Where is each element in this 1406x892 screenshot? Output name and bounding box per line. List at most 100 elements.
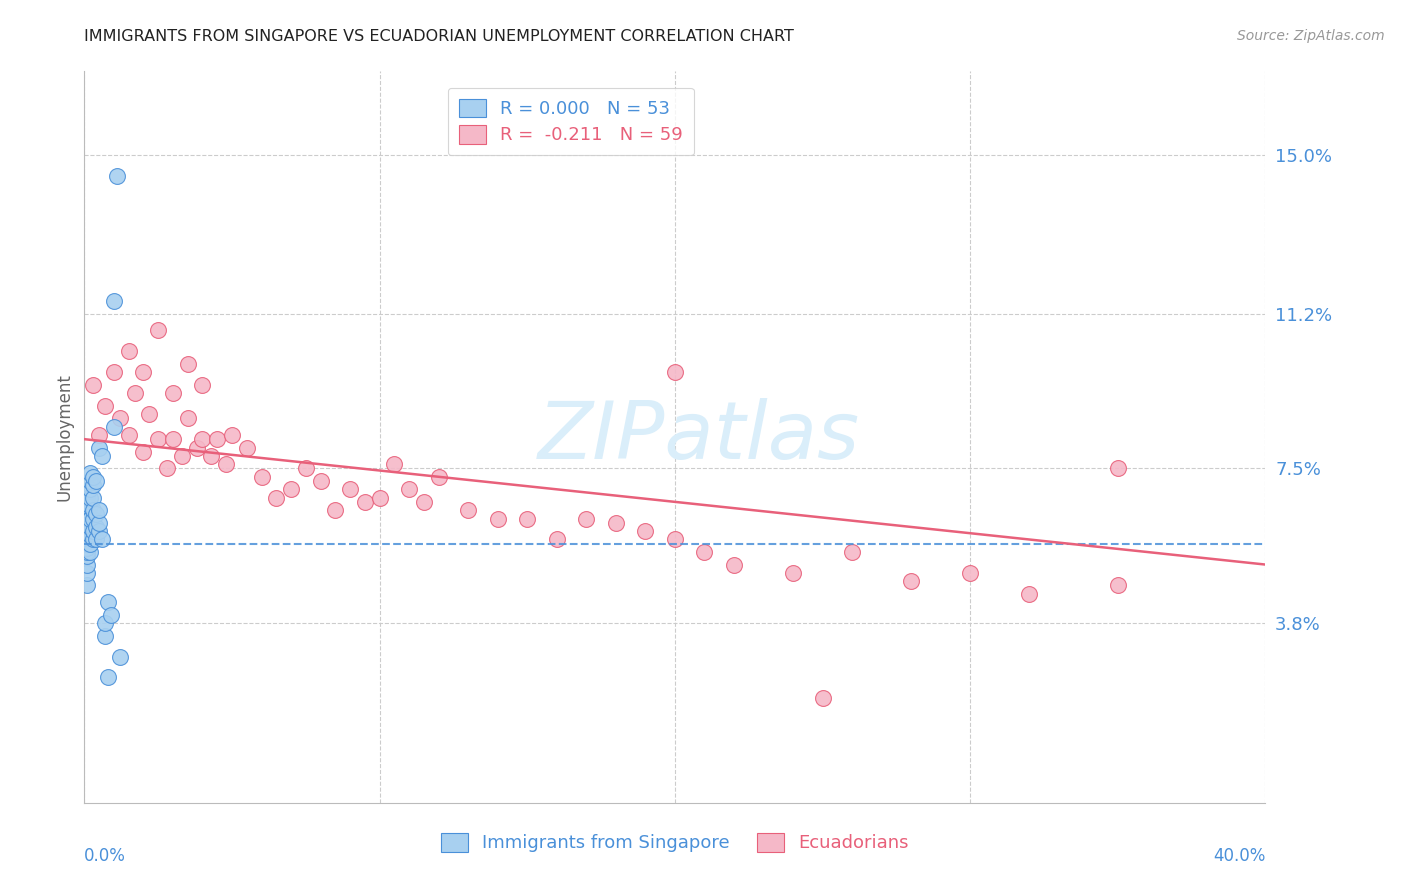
Point <box>79 511 101 525</box>
Point <box>76 536 98 550</box>
Point <box>200 449 222 463</box>
Point <box>82 511 104 525</box>
Point <box>82 524 104 538</box>
Point <box>693 545 716 559</box>
Point <box>1018 587 1040 601</box>
Point <box>295 461 318 475</box>
Point <box>79 545 101 559</box>
Point <box>162 386 184 401</box>
Point <box>325 503 347 517</box>
Point <box>664 365 686 379</box>
Point <box>221 428 243 442</box>
Point <box>82 377 104 392</box>
Point <box>76 508 98 522</box>
Point <box>605 516 627 530</box>
Point <box>79 528 101 542</box>
Point <box>575 511 598 525</box>
Point <box>82 491 104 505</box>
Point <box>1107 578 1129 592</box>
Point <box>76 558 98 572</box>
Point <box>148 324 170 338</box>
Point <box>91 449 114 463</box>
Point <box>79 474 101 488</box>
Point <box>103 419 125 434</box>
Point <box>91 533 114 547</box>
Point <box>76 524 98 538</box>
Point <box>382 457 406 471</box>
Point <box>250 470 273 484</box>
Point <box>354 495 377 509</box>
Point <box>132 365 155 379</box>
Point <box>82 478 104 492</box>
Point <box>82 503 104 517</box>
Point <box>76 499 98 513</box>
Point <box>959 566 981 580</box>
Point <box>76 533 98 547</box>
Point <box>148 432 170 446</box>
Legend: Immigrants from Singapore, Ecuadorians: Immigrants from Singapore, Ecuadorians <box>433 826 917 860</box>
Point <box>79 483 101 497</box>
Point <box>177 411 200 425</box>
Point <box>811 691 834 706</box>
Point <box>118 344 141 359</box>
Point <box>900 574 922 589</box>
Point <box>76 503 98 517</box>
Point <box>100 607 122 622</box>
Point <box>76 578 98 592</box>
Point <box>398 483 420 497</box>
Point <box>266 491 288 505</box>
Point <box>84 520 107 534</box>
Point <box>87 516 111 530</box>
Point <box>76 566 98 580</box>
Point <box>170 449 193 463</box>
Point <box>87 503 111 517</box>
Point <box>87 524 111 538</box>
Point <box>841 545 863 559</box>
Point <box>162 432 184 446</box>
Point <box>76 545 98 559</box>
Point <box>79 520 101 534</box>
Point <box>79 536 101 550</box>
Text: IMMIGRANTS FROM SINGAPORE VS ECUADORIAN UNEMPLOYMENT CORRELATION CHART: IMMIGRANTS FROM SINGAPORE VS ECUADORIAN … <box>84 29 794 44</box>
Point <box>191 432 214 446</box>
Point <box>191 377 214 392</box>
Point <box>84 533 107 547</box>
Text: 0.0%: 0.0% <box>84 847 127 864</box>
Point <box>94 629 117 643</box>
Point <box>132 444 155 458</box>
Point <box>634 524 657 538</box>
Point <box>79 466 101 480</box>
Point <box>76 541 98 555</box>
Point <box>457 503 479 517</box>
Point <box>103 365 125 379</box>
Point <box>309 474 332 488</box>
Point <box>76 528 98 542</box>
Text: Source: ZipAtlas.com: Source: ZipAtlas.com <box>1237 29 1385 43</box>
Point <box>108 649 131 664</box>
Point <box>84 508 107 522</box>
Point <box>368 491 391 505</box>
Point <box>94 616 117 631</box>
Point <box>413 495 436 509</box>
Point <box>76 549 98 564</box>
Point <box>76 511 98 525</box>
Point <box>76 520 98 534</box>
Point <box>79 499 101 513</box>
Point <box>138 407 160 421</box>
Point <box>82 470 104 484</box>
Point <box>177 357 200 371</box>
Point <box>87 441 111 455</box>
Point <box>186 441 208 455</box>
Point <box>486 511 509 525</box>
Point <box>782 566 804 580</box>
Point <box>94 399 117 413</box>
Point <box>280 483 302 497</box>
Point <box>108 411 131 425</box>
Point <box>76 491 98 505</box>
Point <box>723 558 745 572</box>
Point <box>1107 461 1129 475</box>
Y-axis label: Unemployment: Unemployment <box>55 373 73 501</box>
Point <box>215 457 238 471</box>
Point <box>339 483 361 497</box>
Point <box>156 461 179 475</box>
